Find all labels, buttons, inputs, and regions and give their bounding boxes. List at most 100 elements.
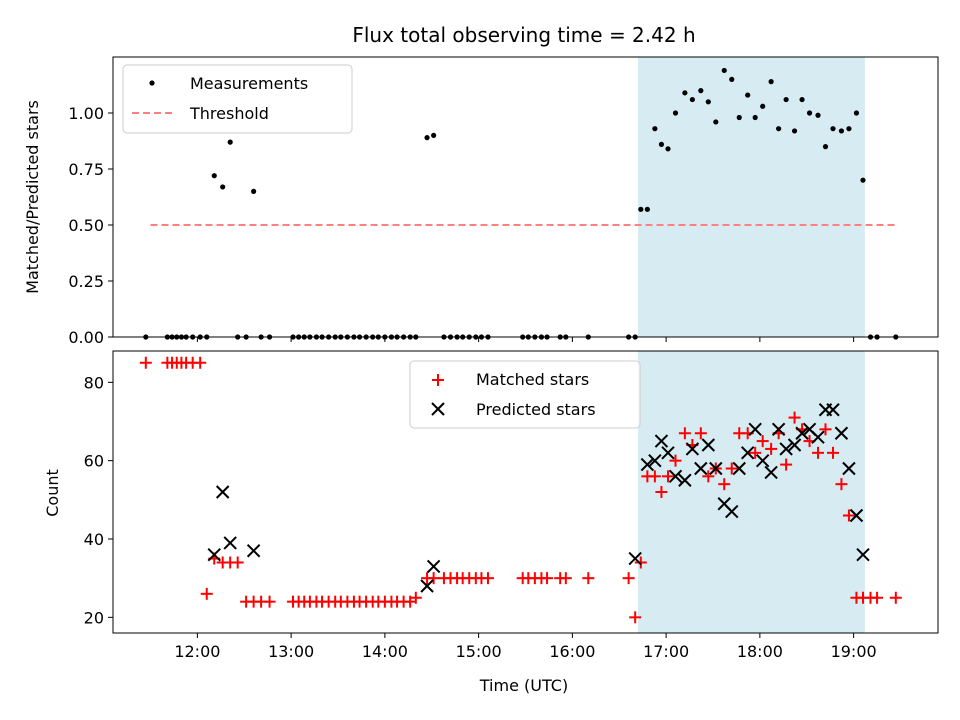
predicted-star-point — [426, 559, 441, 574]
measurement-point — [705, 99, 711, 105]
measurement-point — [211, 173, 217, 179]
measurement-point — [713, 119, 719, 125]
legend-measurements-marker — [149, 80, 155, 86]
predicted-star-point — [215, 485, 230, 499]
measurement-point — [721, 67, 727, 74]
predicted-star-point — [740, 446, 755, 460]
y-tick-label: 0.00 — [68, 328, 104, 347]
matched-star-point — [409, 591, 422, 604]
measurement-point — [658, 141, 665, 147]
measurement-point — [822, 144, 829, 150]
measurement-point — [698, 88, 704, 94]
measurement-point — [846, 126, 852, 132]
y-tick-label: 80 — [84, 373, 104, 392]
y-tick-label: 0.75 — [68, 160, 104, 179]
predicted-star-point — [661, 446, 675, 460]
matched-star-point — [788, 411, 801, 424]
measurement-point — [431, 132, 437, 138]
matched-star-point — [662, 470, 674, 483]
predicted-star-point — [748, 422, 762, 437]
ratio-y-label: Matched/Predicted stars — [23, 100, 42, 294]
ratio-legend: Measurements Threshold — [122, 64, 353, 134]
matched-star-point — [889, 591, 902, 604]
measurement-point — [745, 92, 751, 98]
predicted-star-point — [755, 453, 770, 468]
matched-star-point — [765, 442, 778, 455]
measurement-point — [791, 128, 798, 134]
measurement-point — [672, 110, 679, 116]
legend-predicted-label: Predicted stars — [476, 400, 596, 419]
matched-star-point — [559, 572, 572, 585]
predicted-star-point — [787, 438, 802, 452]
matched-star-point — [194, 356, 207, 369]
chart-title: Flux total observing time = 2.42 h — [352, 23, 695, 47]
x-tick-label: 17:00 — [643, 642, 689, 661]
matched-star-point — [819, 423, 832, 436]
measurement-point — [815, 112, 821, 118]
count-panel: 12:00 13:00 14:00 15:00 16:00 17:00 18:00 19:00… — [43, 350, 939, 661]
measurement-point — [806, 110, 813, 116]
matched-star-point — [718, 478, 731, 491]
measurement-point — [760, 103, 766, 109]
predicted-star-point — [834, 426, 849, 440]
measurement-point — [783, 96, 789, 103]
measurement-point — [682, 90, 688, 96]
matched-star-point — [702, 470, 715, 483]
predicted-star-point — [678, 473, 692, 487]
predicted-star-point — [842, 461, 856, 476]
predicted-star-point — [648, 453, 662, 468]
measurement-point — [853, 110, 860, 116]
predicted-star-point — [420, 579, 434, 593]
x-tick-label: 19:00 — [831, 642, 877, 661]
matched-star-point — [231, 556, 244, 569]
count-series — [139, 356, 902, 624]
predicted-star-point — [771, 422, 786, 437]
predicted-star-point — [779, 442, 793, 456]
predicted-star-point — [701, 438, 716, 452]
matched-star-point — [842, 509, 855, 522]
matched-star-point — [780, 458, 793, 471]
legend-threshold-label: Threshold — [189, 104, 269, 123]
matched-star-point — [541, 572, 554, 585]
predicted-star-point — [856, 547, 870, 562]
measurement-point — [830, 126, 836, 132]
measurement-point — [776, 126, 782, 132]
x-tick-label: 15:00 — [456, 642, 502, 661]
matched-star-point — [139, 356, 152, 369]
matched-star-point — [582, 572, 595, 585]
matched-star-point — [655, 486, 668, 498]
shaded-interval-bottom — [638, 351, 865, 633]
matched-star-point — [200, 587, 213, 600]
x-axis-label: Time (UTC) — [479, 676, 568, 695]
x-tick-label: 18:00 — [737, 642, 783, 661]
ratio-plot-frame — [112, 56, 939, 338]
y-tick-label: 0.25 — [68, 272, 104, 291]
predicted-star-point — [246, 544, 261, 558]
predicted-star-point — [764, 465, 778, 480]
legend-predicted-marker — [431, 402, 445, 416]
measurement-point — [227, 139, 233, 145]
y-tick-label: 0.50 — [68, 216, 104, 235]
measurement-point — [220, 184, 226, 190]
matched-star-point — [835, 478, 848, 491]
predicted-star-point — [207, 547, 221, 562]
ratio-panel: 0.00 0.25 0.50 0.75 1.00 Matched/Predicted s… — [23, 56, 939, 347]
measurement-point — [752, 114, 758, 121]
predicted-star-point — [725, 504, 739, 519]
x-tick-label: 16:00 — [549, 642, 595, 661]
predicted-star-point — [694, 461, 708, 476]
x-tick-label: 12:00 — [174, 642, 220, 661]
predicted-star-point — [223, 536, 237, 550]
legend-measurements-label: Measurements — [190, 74, 308, 93]
predicted-star-point — [826, 403, 840, 417]
matched-star-point — [827, 446, 839, 459]
count-axis-ticks: 12:00 13:00 14:00 15:00 16:00 17:00 18:00 19:00… — [84, 373, 877, 661]
measurement-point — [638, 206, 644, 212]
predicted-star-point — [732, 461, 746, 476]
y-tick-label: 40 — [84, 530, 104, 549]
measurement-point — [652, 126, 658, 132]
matched-star-point — [648, 470, 661, 483]
predicted-star-point — [668, 469, 683, 484]
measurement-point — [729, 76, 735, 82]
count-legend: Matched stars Predicted stars — [409, 360, 641, 429]
